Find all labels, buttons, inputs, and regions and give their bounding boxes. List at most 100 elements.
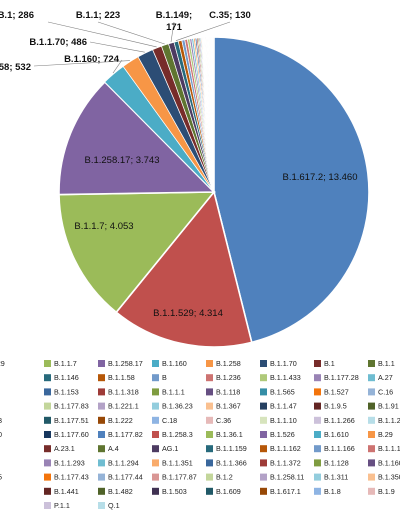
- legend-label: B.1.1.372: [270, 458, 301, 467]
- slice-data-label: B.1.1; 223: [76, 10, 120, 21]
- legend-swatch: [260, 473, 267, 481]
- legend-label: B.1.160: [162, 359, 187, 368]
- legend-swatch: [314, 416, 321, 424]
- legend-label: B.1.177.83: [54, 402, 89, 411]
- legend-label: B.1.1.318: [108, 387, 139, 396]
- slice-data-label: B.1.1.7; 4.053: [74, 221, 133, 232]
- legend-label: AG.1: [162, 444, 178, 453]
- legend-swatch: [44, 445, 51, 453]
- legend-swatch: [152, 416, 159, 424]
- legend-swatch: [368, 402, 375, 410]
- legend-label: 177.35: [0, 473, 2, 482]
- legend-swatch: [368, 487, 375, 495]
- legend-label: B.1.118: [216, 387, 240, 396]
- legend-swatch: [152, 473, 159, 481]
- legend-swatch: [152, 360, 159, 367]
- legend-swatch: [206, 360, 213, 367]
- legend-swatch: [98, 473, 105, 481]
- slice-data-label: B.1.1.70; 486: [29, 37, 87, 48]
- legend-swatch: [44, 388, 51, 396]
- legend-label: B.1.1.433: [270, 373, 301, 382]
- legend-label: B.1.609: [216, 487, 241, 496]
- pie-slice: [58, 80, 216, 196]
- legend-swatch: [314, 374, 321, 382]
- legend-swatch: [206, 473, 213, 481]
- legend-label: B.1.1.266: [324, 416, 355, 425]
- legend-label: B.1.222: [108, 416, 133, 425]
- legend-swatch: [260, 416, 267, 424]
- legend-label: B.29: [378, 430, 393, 439]
- legend-label: B.1.258.3: [162, 430, 193, 439]
- legend-label: B.1.1.7: [54, 359, 77, 368]
- legend-swatch: [368, 360, 375, 367]
- legend-label: B.1.311: [324, 473, 348, 482]
- slice-data-label: B.1.258.17; 3.743: [84, 155, 159, 166]
- legend-swatch: [368, 473, 375, 481]
- legend-label: 160.30: [0, 430, 2, 439]
- legend-swatch: [98, 360, 105, 367]
- leader-line: [33, 60, 130, 67]
- legend-label: B.1.177.82: [108, 430, 143, 439]
- legend-label: B.1.2: [216, 473, 233, 482]
- legend-label: A.23.1: [54, 444, 75, 453]
- legend-label: B.1.617.1: [270, 487, 301, 496]
- legend-swatch: [206, 374, 213, 382]
- leader-line: [112, 59, 123, 74]
- legend-label: B.1.527: [324, 387, 349, 396]
- legend-swatch: [206, 459, 213, 467]
- slice-data-label: B.1.149; 171: [156, 10, 192, 33]
- leader-line: [89, 41, 145, 53]
- legend-label: B.1.36.1: [216, 430, 243, 439]
- legend-swatch: [368, 416, 375, 424]
- legend-swatch: [260, 445, 267, 453]
- legend-swatch: [314, 473, 321, 481]
- legend-swatch: [314, 445, 321, 453]
- legend-swatch: [314, 402, 321, 410]
- legend-swatch: [152, 459, 159, 467]
- legend-label: B.1.1.351: [162, 458, 193, 467]
- legend-swatch: [152, 487, 159, 495]
- legend-label: B.1.236: [216, 373, 241, 382]
- legend-swatch: [368, 388, 375, 396]
- legend-swatch: [98, 402, 105, 410]
- legend-label: B.1.128: [324, 458, 349, 467]
- legend-label: B.1.1.10: [270, 416, 297, 425]
- legend-label: B.1.8: [324, 487, 341, 496]
- legend-swatch: [98, 502, 105, 509]
- legend-label: 177.33: [0, 416, 2, 425]
- legend-swatch: [206, 402, 213, 410]
- legend-label: B.1.1.166: [324, 444, 355, 453]
- legend-label: B.1.1.162: [270, 444, 301, 453]
- legend-label: B.1.565: [270, 387, 295, 396]
- legend-label: B.1.258: [216, 359, 241, 368]
- legend-label: B.1.1.70: [270, 359, 297, 368]
- legend-label: B.1.153: [54, 387, 79, 396]
- legend-label: B.1.177.44: [108, 473, 143, 482]
- legend-swatch: [206, 445, 213, 453]
- legend-label: B.1.529: [0, 359, 5, 368]
- legend-label: B: [162, 373, 167, 382]
- legend-swatch: [98, 431, 105, 438]
- legend-swatch: [260, 431, 267, 438]
- legend-label: B.1.1.159: [216, 444, 247, 453]
- legend-swatch: [44, 502, 51, 509]
- legend-swatch: [260, 360, 267, 367]
- legend-swatch: [314, 487, 321, 495]
- legend-swatch: [152, 402, 159, 410]
- pie-labels: B.1.617.2; 13.460 B.1.1.529; 4.314 B.1.1.7…: [0, 10, 358, 319]
- legend-label: B.1.1.2: [378, 416, 400, 425]
- pie-slice: [213, 36, 370, 344]
- legend-swatch: [44, 374, 51, 382]
- legend-label: Q.1: [108, 501, 120, 510]
- legend-label: C.18: [162, 416, 177, 425]
- legend-swatch: [98, 388, 105, 396]
- legend-label: B.1.258.17: [108, 359, 143, 368]
- legend-swatch: [44, 402, 51, 410]
- legend-swatch: [368, 374, 375, 382]
- pie-slice: [115, 190, 253, 348]
- legend-swatch: [98, 445, 105, 453]
- legend-swatch: [260, 487, 267, 495]
- legend-label: B.1.258.11: [270, 473, 304, 482]
- legend-label: B.1.1.293: [54, 458, 85, 467]
